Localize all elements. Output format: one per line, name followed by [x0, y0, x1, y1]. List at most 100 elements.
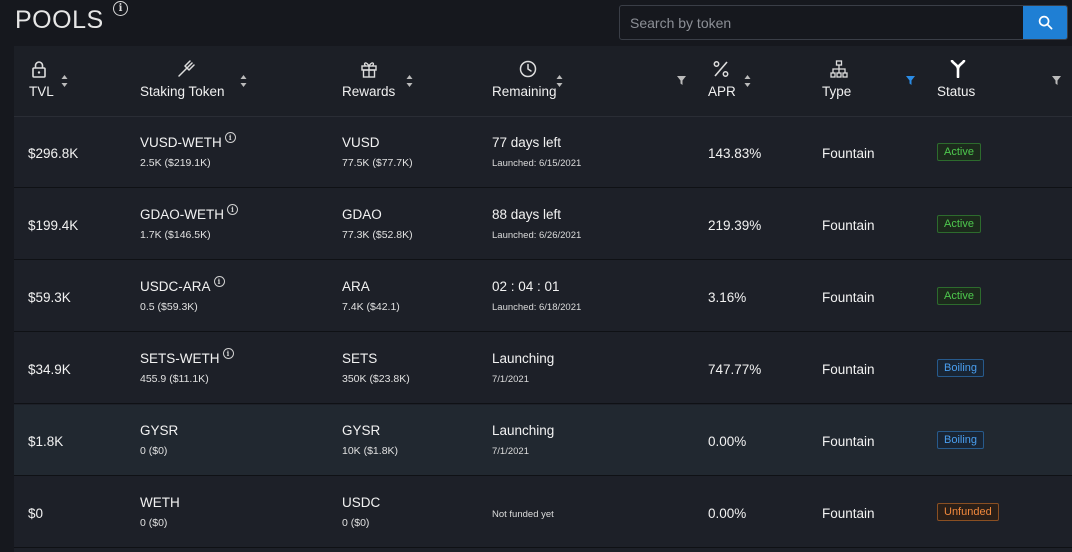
- table-row[interactable]: $59.3K USDC-ARA i 0.5 ($59.3K) ARA 7.4K (…: [14, 261, 1072, 332]
- filter-icon-active[interactable]: [906, 76, 915, 85]
- filter-icon[interactable]: [1052, 76, 1061, 85]
- page-title: POOLS: [15, 6, 104, 34]
- info-icon[interactable]: i: [222, 348, 234, 359]
- reward-amount: 10K ($1.8K): [342, 445, 399, 457]
- gift-icon: [361, 62, 377, 78]
- launch-date: 7/1/2021: [492, 374, 529, 385]
- tvl-value: $199.4K: [28, 218, 79, 233]
- staking-token-name: WETH: [140, 495, 180, 510]
- staking-token-name: VUSD-WETH i: [140, 132, 236, 150]
- sort-icon[interactable]: [61, 74, 68, 88]
- info-icon[interactable]: i: [224, 132, 236, 143]
- search-box: [619, 5, 1068, 40]
- apr-value: 143.83%: [708, 146, 762, 161]
- pool-type: Fountain: [822, 218, 875, 233]
- pool-type: Fountain: [822, 362, 875, 377]
- column-label: Remaining: [492, 84, 557, 99]
- table-row[interactable]: $296.8K VUSD-WETH i 2.5K ($219.1K) VUSD 7…: [14, 117, 1072, 188]
- table-row[interactable]: $1.8K GYSR 0 ($0) GYSR 10K ($1.8K) Launc…: [14, 405, 1072, 476]
- column-header-remaining[interactable]: Remaining: [492, 46, 692, 116]
- column-header-type[interactable]: Type: [822, 46, 922, 116]
- pool-type: Fountain: [822, 290, 875, 305]
- reward-token-name: ARA: [342, 279, 370, 294]
- apr-value: 0.00%: [708, 434, 747, 449]
- apr-value: 747.77%: [708, 362, 762, 377]
- sort-icon[interactable]: [240, 74, 247, 88]
- status-badge: Active: [937, 287, 981, 305]
- reward-amount: 350K ($23.8K): [342, 373, 410, 385]
- launch-date: Launched: 6/26/2021: [492, 230, 582, 241]
- hierarchy-icon: [830, 60, 848, 78]
- tvl-value: $34.9K: [28, 362, 71, 377]
- apr-value: 0.00%: [708, 506, 747, 521]
- staking-token-amount: 0 ($0): [140, 445, 168, 457]
- column-header-tvl[interactable]: TVL: [29, 46, 129, 116]
- reward-amount: 7.4K ($42.1): [342, 301, 400, 313]
- status-badge: Boiling: [937, 359, 985, 377]
- status-badge: Active: [937, 143, 981, 161]
- search-button[interactable]: [1023, 6, 1067, 39]
- column-header-status[interactable]: Status: [937, 46, 1067, 116]
- column-header-staking-token[interactable]: Staking Token: [140, 46, 270, 116]
- column-label: APR: [708, 84, 736, 99]
- launch-date: Launched: 6/18/2021: [492, 302, 582, 313]
- reward-token-name: GYSR: [342, 423, 381, 438]
- tvl-value: $59.3K: [28, 290, 71, 305]
- column-header-apr[interactable]: APR: [708, 46, 798, 116]
- tvl-value: $296.8K: [28, 146, 79, 161]
- staking-token-amount: 1.7K ($146.5K): [140, 229, 211, 241]
- status-badge: Active: [937, 215, 981, 233]
- info-icon[interactable]: i: [227, 204, 238, 215]
- top-bar: POOLS i: [0, 0, 1072, 46]
- column-label: Status: [937, 84, 976, 99]
- reward-amount: 77.5K ($77.7K): [342, 157, 413, 169]
- pitchfork-icon: [178, 60, 195, 77]
- staking-token-name: GDAO-WETH i: [140, 204, 238, 222]
- launch-date: Launched: 6/15/2021: [492, 158, 582, 169]
- sort-icon[interactable]: [406, 74, 413, 88]
- branch-icon: [950, 60, 966, 78]
- table-header: TVL Staking Token Rewards: [14, 46, 1072, 117]
- pools-table: TVL Staking Token Rewards: [14, 46, 1072, 552]
- apr-value: 219.39%: [708, 218, 762, 233]
- percent-icon: [713, 61, 729, 77]
- clock-icon: [519, 60, 537, 78]
- pool-type: Fountain: [822, 506, 875, 521]
- funding-status: Not funded yet: [492, 509, 554, 520]
- remaining-time: Launching: [492, 423, 555, 438]
- reward-token-name: SETS: [342, 351, 378, 366]
- reward-token-name: GDAO: [342, 207, 382, 222]
- column-label: TVL: [29, 84, 54, 99]
- staking-token-name: GYSR: [140, 423, 179, 438]
- remaining-time: Launching: [492, 351, 555, 366]
- pool-type: Fountain: [822, 146, 875, 161]
- table-row[interactable]: $199.4K GDAO-WETH i 1.7K ($146.5K) GDAO 7…: [14, 189, 1072, 260]
- staking-token-amount: 0.5 ($59.3K): [140, 301, 198, 313]
- reward-token-name: USDC: [342, 495, 381, 510]
- status-badge: Boiling: [937, 431, 985, 449]
- search-input[interactable]: [620, 6, 1023, 39]
- staking-token-name: SETS-WETH i: [140, 348, 234, 366]
- remaining-time: 88 days left: [492, 207, 562, 222]
- reward-token-name: VUSD: [342, 135, 380, 150]
- filter-icon[interactable]: [677, 76, 686, 85]
- reward-amount: 0 ($0): [342, 517, 370, 529]
- reward-amount: 77.3K ($52.8K): [342, 229, 413, 241]
- lock-icon: [32, 61, 46, 78]
- table-row[interactable]: $34.9K SETS-WETH i 455.9 ($11.1K) SETS 35…: [14, 333, 1072, 404]
- column-label: Rewards: [342, 84, 396, 99]
- info-icon[interactable]: i: [113, 1, 128, 16]
- staking-token-name: USDC-ARA i: [140, 276, 225, 294]
- sort-icon[interactable]: [556, 74, 563, 88]
- staking-token-amount: 455.9 ($11.1K): [140, 373, 209, 385]
- staking-token-amount: 0 ($0): [140, 517, 168, 529]
- apr-value: 3.16%: [708, 290, 747, 305]
- column-label: Type: [822, 84, 852, 99]
- column-label: Staking Token: [140, 84, 225, 99]
- table-row[interactable]: $0 WETH 0 ($0) USDC 0 ($0) Not funded ye…: [14, 477, 1072, 548]
- countdown-timer: 02 : 04 : 01: [492, 279, 560, 294]
- search-icon: [1038, 15, 1052, 30]
- sort-icon[interactable]: [744, 74, 751, 88]
- column-header-rewards[interactable]: Rewards: [342, 46, 442, 116]
- info-icon[interactable]: i: [213, 276, 225, 287]
